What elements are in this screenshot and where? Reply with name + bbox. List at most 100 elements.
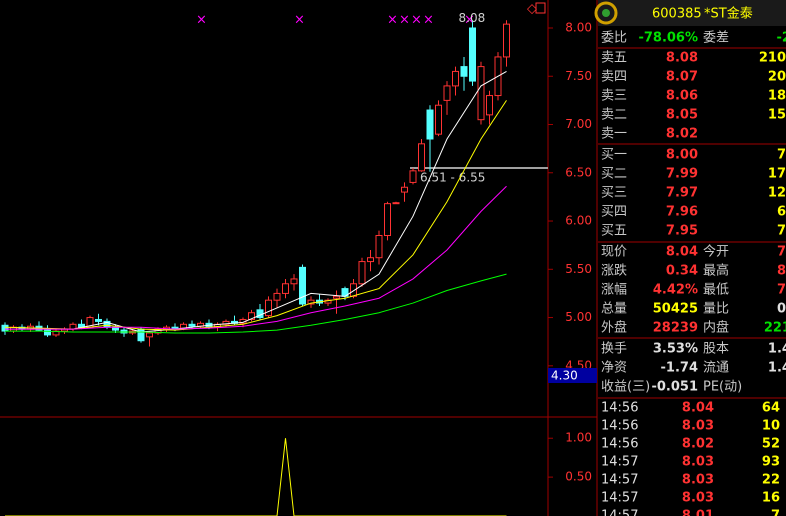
field-label: 买一 bbox=[601, 148, 627, 163]
tick-time: 14:57 bbox=[601, 491, 638, 506]
field-label: 收益(三) bbox=[601, 380, 650, 395]
field-label: 买五 bbox=[601, 224, 627, 239]
y-tick-label: 5.00 bbox=[565, 310, 592, 324]
candle-body bbox=[307, 299, 315, 305]
field-label: 卖二 bbox=[601, 108, 627, 123]
candle-body bbox=[486, 95, 493, 116]
field-value: -0.051 bbox=[651, 380, 698, 395]
order-volume: 12 bbox=[768, 186, 786, 201]
moving-average bbox=[5, 185, 507, 330]
field-value: 7.99 bbox=[666, 167, 698, 182]
tick-time: 14:56 bbox=[601, 419, 638, 434]
candle-body bbox=[265, 299, 272, 317]
signal-mark: × bbox=[387, 13, 398, 28]
tick-price: 8.02 bbox=[682, 437, 714, 452]
order-volume: 7 bbox=[777, 224, 786, 239]
field-label: 买三 bbox=[601, 186, 627, 201]
tick-time: 14:56 bbox=[601, 437, 638, 452]
candle-body bbox=[299, 266, 306, 305]
candle-body bbox=[460, 66, 468, 77]
field-value: 7.0 bbox=[777, 245, 786, 260]
field-value: -1.74 bbox=[661, 361, 698, 376]
tick-price: 8.04 bbox=[682, 401, 714, 416]
candle-body bbox=[333, 295, 340, 299]
tick-time: 14:57 bbox=[601, 455, 638, 470]
field-label: 涨跌 bbox=[601, 263, 627, 279]
field-value: 8.00 bbox=[666, 148, 698, 163]
tick-price: 8.03 bbox=[682, 455, 714, 470]
y-tick-label: 6.00 bbox=[565, 214, 592, 228]
field-value: 7.97 bbox=[666, 186, 698, 201]
field-value: -78.06% bbox=[638, 31, 698, 46]
field-label: PE(动) bbox=[703, 380, 742, 395]
moving-average bbox=[5, 70, 507, 333]
field-label: 涨幅 bbox=[601, 283, 627, 298]
candle-body bbox=[426, 109, 434, 140]
field-value: 8.07 bbox=[666, 70, 698, 85]
field-label: 卖五 bbox=[601, 51, 627, 66]
tick-price: 8.01 bbox=[682, 509, 714, 516]
moving-average bbox=[5, 273, 507, 334]
order-volume: 18 bbox=[768, 89, 786, 104]
tick-volume: 52 bbox=[762, 437, 780, 452]
tick-volume: 10 bbox=[762, 419, 780, 434]
field-value: 7.95 bbox=[666, 224, 698, 239]
field-label: 换手 bbox=[601, 342, 627, 357]
range-label: 6.51 - 6.55 bbox=[420, 170, 485, 184]
candle-body bbox=[443, 85, 451, 101]
signal-mark: × bbox=[411, 13, 422, 28]
candle-body bbox=[477, 66, 485, 121]
logo bbox=[594, 1, 618, 25]
cursor-box bbox=[548, 368, 597, 383]
signal-mark: × bbox=[399, 13, 410, 28]
y-tick-label: 0.50 bbox=[565, 470, 592, 484]
field-value: 8.04 bbox=[666, 245, 698, 260]
field-value: 3.53% bbox=[653, 342, 698, 357]
candle-body bbox=[358, 261, 366, 285]
field-label: 买四 bbox=[601, 205, 627, 220]
field-label: 最高 bbox=[703, 263, 729, 279]
field-value: 8.0 bbox=[777, 264, 786, 279]
candle-body bbox=[418, 143, 425, 172]
candle-body bbox=[409, 170, 417, 183]
candle-body bbox=[273, 292, 281, 301]
tick-price: 8.03 bbox=[682, 491, 714, 506]
tick-volume: 93 bbox=[762, 455, 780, 470]
candle-body bbox=[171, 326, 179, 329]
order-volume: 6 bbox=[777, 205, 786, 220]
field-value: 0.7 bbox=[777, 302, 786, 317]
field-label: 总量 bbox=[601, 302, 627, 317]
field-label: 内盘 bbox=[703, 320, 729, 336]
field-label: 委差 bbox=[703, 31, 729, 46]
order-volume: 20 bbox=[768, 70, 786, 85]
tick-time: 14:56 bbox=[601, 401, 638, 416]
candle-body bbox=[401, 186, 408, 193]
field-label: 现价 bbox=[601, 245, 627, 260]
tick-price: 8.03 bbox=[682, 473, 714, 488]
field-value: 8.02 bbox=[666, 127, 698, 142]
stock-name: *ST金泰 bbox=[704, 6, 753, 22]
candle-body bbox=[435, 104, 442, 135]
tick-volume: 7 bbox=[771, 509, 780, 516]
icon-box[interactable] bbox=[535, 2, 546, 14]
field-value: 8.06 bbox=[666, 89, 698, 104]
moving-average bbox=[4, 100, 507, 331]
stock-code: 600385 bbox=[652, 7, 702, 22]
field-label: 买二 bbox=[601, 167, 627, 182]
high-label: 8.08 bbox=[459, 11, 486, 25]
candle-body bbox=[392, 202, 400, 205]
field-value: -24 bbox=[777, 31, 786, 46]
field-label: 卖四 bbox=[601, 70, 627, 85]
y-tick-label: 7.50 bbox=[565, 69, 592, 83]
signal-marks: × × × × × × × bbox=[196, 13, 475, 28]
field-value: 0.34 bbox=[666, 264, 698, 279]
order-volume: 17 bbox=[768, 167, 786, 182]
y-tick-label: 1.00 bbox=[565, 431, 592, 445]
order-volume: 210 bbox=[759, 51, 786, 66]
field-label: 卖一 bbox=[601, 127, 627, 142]
tick-volume: 16 bbox=[762, 491, 780, 506]
field-value: 28239 bbox=[653, 321, 698, 336]
candle-body bbox=[137, 328, 145, 342]
field-value: 2210 bbox=[764, 321, 786, 336]
